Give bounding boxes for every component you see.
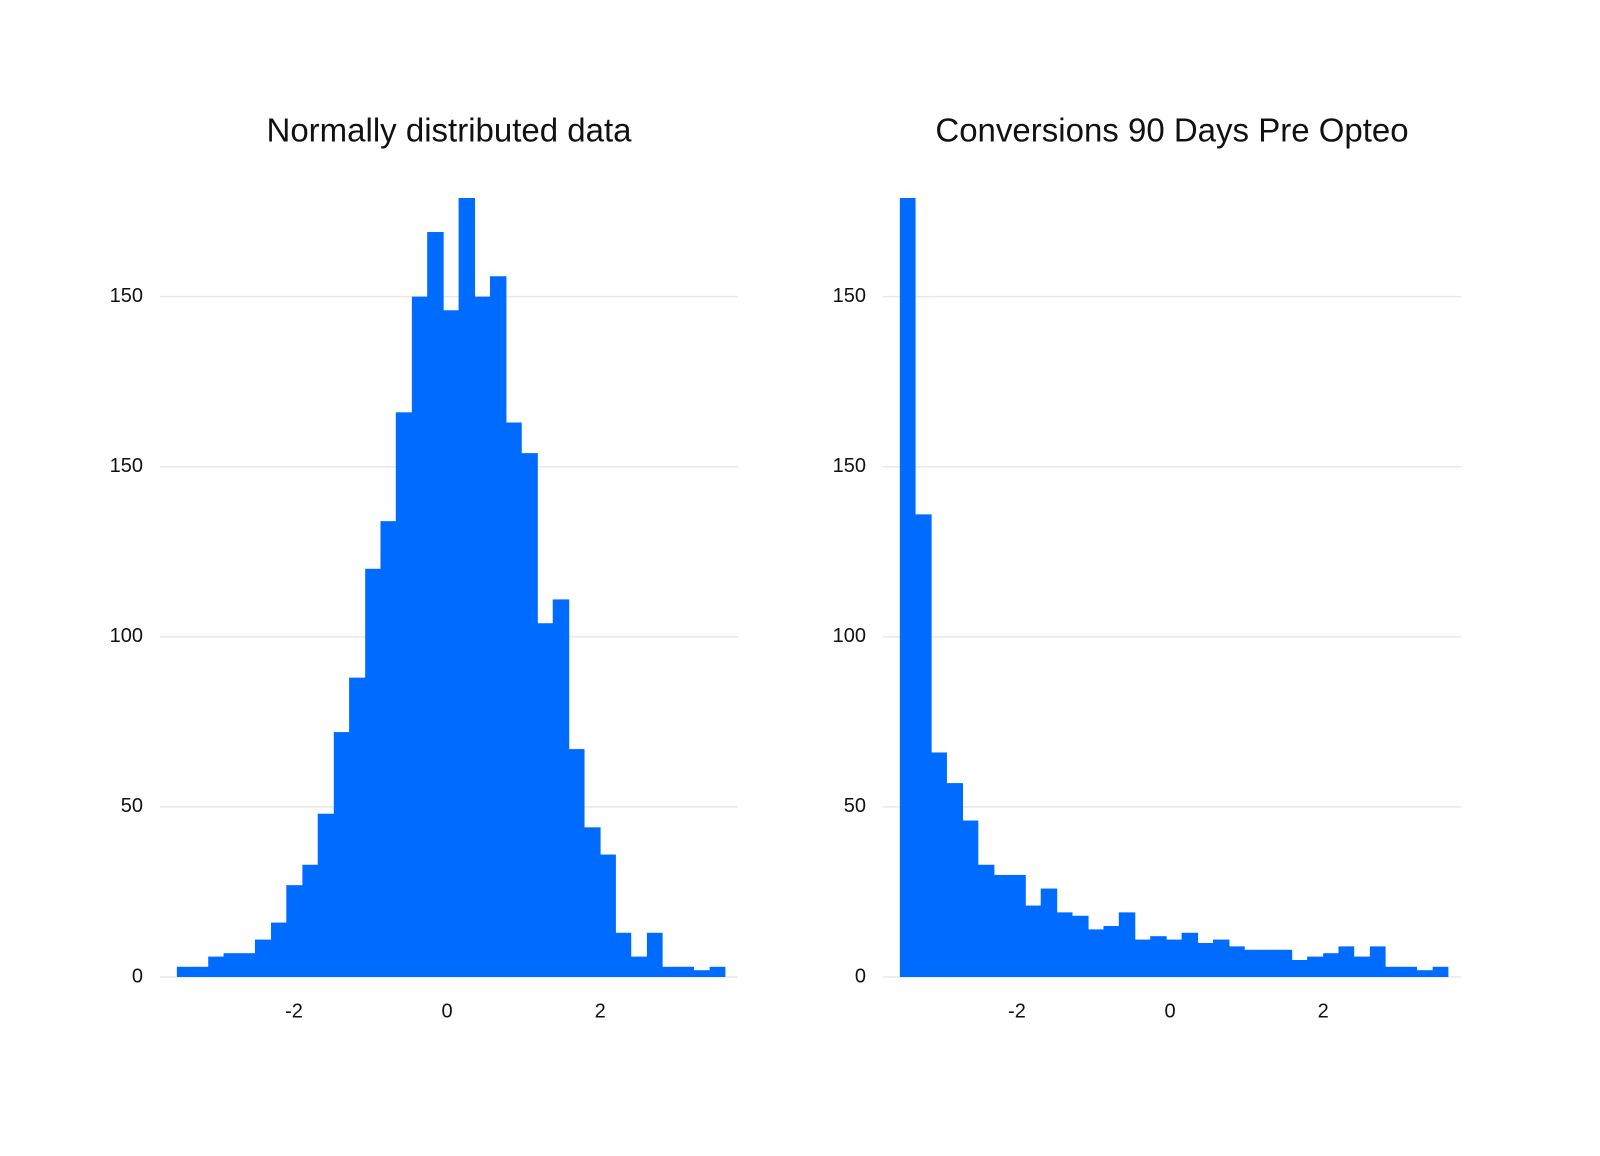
bar [1040,888,1058,977]
bar [333,732,350,977]
y-tick-label: 0 [855,965,866,987]
bar [552,599,570,977]
bar [1338,946,1355,977]
bar [208,956,224,977]
bar [302,864,319,977]
bar [1212,939,1230,977]
bar [365,568,381,977]
bar [1353,956,1371,977]
bar [411,296,428,978]
bar [1291,959,1308,977]
bar [506,422,522,978]
bar [489,276,507,977]
bar [1432,966,1449,977]
bar [1244,949,1261,977]
y-tick-label: 150 [110,455,143,477]
bar [662,966,679,977]
bar [1150,936,1167,977]
bar [1369,946,1386,977]
bar [568,749,585,977]
bar [977,864,995,977]
bar [1260,949,1277,977]
bar [1009,874,1026,977]
bar [1323,953,1339,977]
bar [521,453,538,978]
bar [646,932,663,977]
bar [395,412,413,977]
bar [458,198,476,977]
bar [962,820,979,977]
chart-title: Conversions 90 Days Pre Opteo [935,112,1408,149]
bar [994,874,1010,977]
bar [271,922,287,977]
bar [286,885,303,977]
x-tick-label: -2 [1008,1000,1026,1022]
bar [709,966,726,977]
bar [1134,939,1151,977]
y-tick-label: 50 [844,795,866,817]
bar [176,966,193,977]
bar [192,966,209,977]
bar [349,677,366,977]
bar [1197,942,1214,977]
x-tick-label: 0 [1165,1000,1176,1022]
x-tick-label: 2 [595,1000,606,1022]
x-tick-label: 0 [442,1000,453,1022]
bar [1072,915,1089,977]
y-tick-label: 100 [833,625,866,647]
bar [931,752,947,977]
y-tick-label: 150 [110,285,143,307]
bar [317,813,335,977]
bar [380,521,397,977]
bar [615,932,632,977]
bar [1088,929,1104,977]
y-tick-label: 150 [833,455,866,477]
x-tick-label: 2 [1318,1000,1329,1022]
y-tick-label: 0 [132,965,143,987]
bar [1307,956,1324,977]
bar [899,198,916,977]
bar [1181,932,1199,977]
bar [915,514,932,977]
y-tick-label: 100 [110,625,143,647]
bar [223,953,241,977]
bar [1275,949,1293,977]
bar [1416,970,1434,977]
bar [1401,966,1417,977]
bar [946,783,964,977]
bar [474,296,491,978]
bar [427,232,444,978]
y-tick-label: 150 [833,285,866,307]
bar [1056,912,1073,977]
chart-title: Normally distributed data [267,112,633,149]
bar [443,310,459,977]
bar [1385,966,1402,977]
bar [693,970,711,977]
y-tick-label: 50 [121,795,143,817]
bar [239,953,256,977]
bar [678,966,694,977]
bar [584,827,601,977]
bar [1025,905,1042,977]
bar [254,939,272,977]
bar [1229,946,1245,977]
bar [1103,925,1120,977]
bar [1166,939,1182,977]
bar [1118,912,1136,977]
bar [630,956,648,977]
bar [537,623,554,977]
bar [600,854,616,977]
x-tick-label: -2 [285,1000,303,1022]
